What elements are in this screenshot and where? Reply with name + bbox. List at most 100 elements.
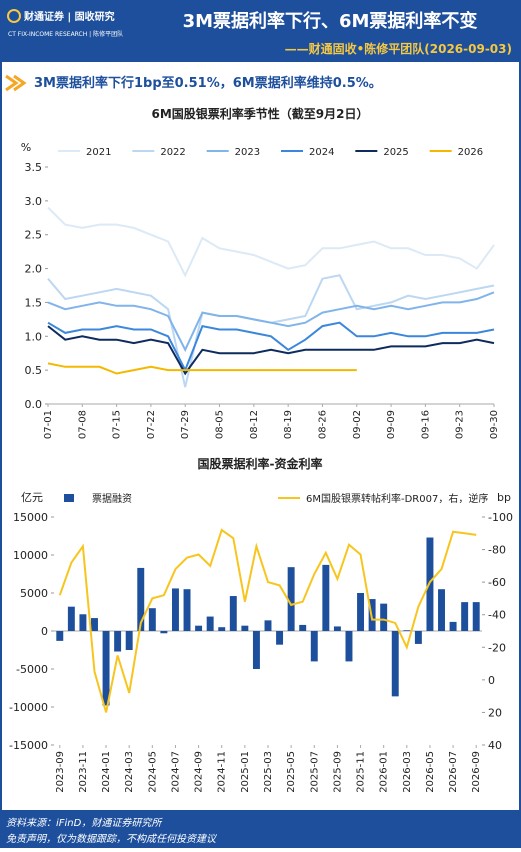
x-tick-label: 2026-01 <box>379 751 390 793</box>
bar <box>264 620 272 631</box>
x-tick-label: 08-05 <box>215 410 226 439</box>
legend-label: 2024 <box>309 147 334 158</box>
chart-title: 6M国股银票利率季节性（截至9月2日） <box>152 106 369 121</box>
series-line <box>47 325 495 376</box>
series-line <box>58 528 477 713</box>
bar <box>195 625 203 631</box>
x-tick-label: 2024-01 <box>101 751 112 793</box>
bar <box>333 626 341 631</box>
y2-tick-label: -80 <box>488 544 506 557</box>
x-tick-label: 09-30 <box>489 410 500 439</box>
bar <box>137 567 145 631</box>
series-line <box>47 206 495 278</box>
y-tick-label: 0.5 <box>25 364 43 377</box>
x-tick-label: 09-23 <box>455 410 466 439</box>
legend-label: 6M国股银票转帖利率-DR007，右，逆序 <box>306 492 488 505</box>
y-tick-label: 0 <box>41 625 48 638</box>
legend-label: 2025 <box>383 147 408 158</box>
y-tick-label: -10000 <box>9 701 48 714</box>
series-line <box>47 362 357 375</box>
bar <box>183 589 191 631</box>
bar <box>345 631 353 662</box>
arrow-icon <box>5 74 27 92</box>
brand: 财通证券 | 固收研究 <box>23 10 115 23</box>
bar <box>206 616 214 631</box>
x-tick-label: 2023-11 <box>78 751 89 793</box>
bar <box>114 631 122 652</box>
x-tick-label: 2024-11 <box>217 751 228 793</box>
x-tick-label: 2023-09 <box>55 751 66 793</box>
title: 3M票据利率下行、6M票据利率不变 <box>183 10 478 32</box>
x-tick-label: 07-29 <box>180 410 191 439</box>
y2-tick-label: -40 <box>488 609 506 622</box>
footer-band <box>0 810 521 848</box>
bar <box>287 567 295 631</box>
bar <box>380 603 388 631</box>
x-tick-label: 2024-09 <box>194 751 205 793</box>
bar <box>148 608 156 631</box>
y2-tick-label: 0 <box>488 674 495 687</box>
y-tick-label: 3.0 <box>25 195 43 208</box>
x-tick-label: 07-01 <box>43 410 54 439</box>
x-tick-label: 2026-09 <box>471 751 482 793</box>
bar <box>414 631 422 644</box>
series-line <box>47 321 495 373</box>
x-tick-label: 2024-05 <box>147 751 158 793</box>
x-tick-label: 07-15 <box>112 410 123 439</box>
legend-label: 2023 <box>235 147 260 158</box>
y2-tick-label: 20 <box>488 706 502 719</box>
bar <box>91 618 98 631</box>
y2-tick-label: -20 <box>488 641 506 654</box>
legend-label: 2022 <box>160 147 185 158</box>
y-tick-label: 2.5 <box>25 229 43 242</box>
x-tick-label: 2025-11 <box>356 751 367 793</box>
x-tick-label: 2025-03 <box>263 751 274 793</box>
bar <box>67 606 75 631</box>
y-tick-label: 1.0 <box>25 330 43 343</box>
x-tick-label: 07-08 <box>77 410 88 439</box>
x-tick-label: 2025-07 <box>309 751 320 793</box>
x-tick-label: 08-19 <box>283 410 294 439</box>
y-tick-label: 3.5 <box>25 161 43 174</box>
x-tick-label: 08-26 <box>317 410 328 439</box>
chart-title: 国股票据利率-资金利率 <box>198 456 323 471</box>
bar <box>171 588 179 631</box>
bar <box>357 593 365 631</box>
x-tick-label: 2024-07 <box>170 751 181 793</box>
bar <box>472 602 480 631</box>
brand-en: CT FIX-INCOME RESEARCH | 陈修平团队 <box>8 30 123 38</box>
header-band <box>0 0 521 62</box>
y-tick-label: -15000 <box>9 739 48 752</box>
y-tick-label: 2.0 <box>25 263 43 276</box>
logo <box>7 9 21 23</box>
x-tick-label: 09-02 <box>352 410 363 439</box>
bar <box>229 596 237 631</box>
bar <box>322 564 330 631</box>
y-tick-label: 0.0 <box>25 398 43 411</box>
y-tick-label: -5000 <box>16 663 48 676</box>
x-tick-label: 2024-03 <box>124 751 135 793</box>
x-tick-label: 2026-03 <box>402 751 413 793</box>
x-tick-label: 08-12 <box>249 410 260 439</box>
legend-label: 2026 <box>458 147 483 158</box>
x-tick-label: 09-09 <box>386 410 397 439</box>
x-tick-label: 2025-01 <box>240 751 251 793</box>
y2-tick-label: -60 <box>488 576 506 589</box>
bar <box>438 589 445 631</box>
legend-label: 2021 <box>86 147 111 158</box>
bar <box>79 614 87 631</box>
bar <box>241 625 249 631</box>
y2-tick-label: -100 <box>488 511 513 524</box>
bar <box>218 627 226 631</box>
bar <box>56 631 64 641</box>
y2-axis-label: bp <box>497 491 511 504</box>
bar <box>276 631 284 645</box>
disclaimer: 免责声明，仅为数据跟踪，不构成任何投资建议 <box>6 833 218 845</box>
source: 资料来源：iFinD，财通证券研究所 <box>6 817 163 829</box>
legend-label: 票据融资 <box>92 492 132 505</box>
x-tick-label: 09-16 <box>420 410 431 439</box>
y-tick-label: 5000 <box>20 587 48 600</box>
series-line <box>47 291 495 353</box>
